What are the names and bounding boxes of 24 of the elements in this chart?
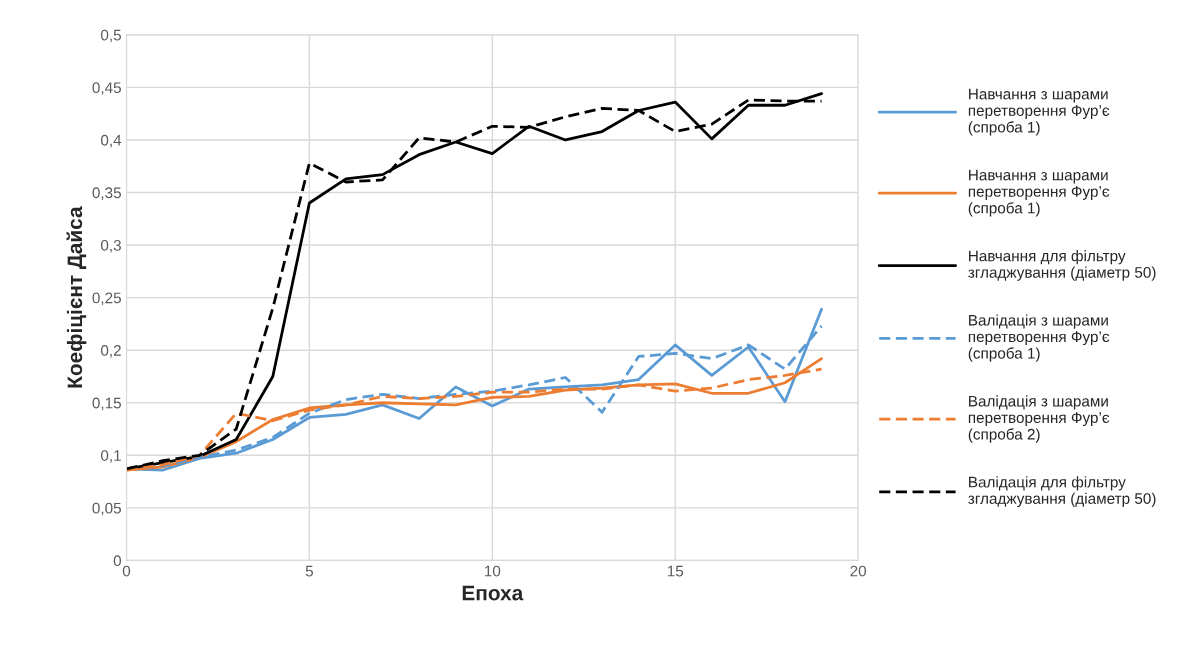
y-tick-label: 0,4 bbox=[100, 134, 122, 148]
x-tick-label: 10 bbox=[484, 565, 501, 577]
legend-label: Валідація з шарами перетворення Фур’є (спроба 2) bbox=[968, 395, 1110, 443]
legend-label: Навчання з шарами перетворення Фур’є (спроба 1) bbox=[968, 88, 1110, 136]
legend-label: Валідація для фільтру згладжування (діаметр 50) bbox=[968, 476, 1156, 507]
y-tick-label: 0,05 bbox=[92, 502, 121, 516]
y-tick-label: 0,25 bbox=[92, 292, 121, 306]
y-axis-title: Коефіцієнт Дайса bbox=[66, 206, 87, 388]
x-tick-label: 0 bbox=[122, 565, 131, 577]
y-tick-label: 0,45 bbox=[92, 82, 121, 95]
x-tick-label: 15 bbox=[667, 565, 684, 577]
y-tick-label: 0,15 bbox=[92, 397, 121, 411]
y-tick-label: 0,35 bbox=[92, 187, 121, 200]
y-tick-label: 0,3 bbox=[100, 239, 121, 253]
x-tick-label: 5 bbox=[305, 565, 313, 577]
y-tick-label: 0,5 bbox=[100, 29, 121, 43]
y-tick-label: 0,1 bbox=[100, 450, 121, 463]
legend-label: Навчання з шарами перетворення Фур’є (спроба 1) bbox=[968, 169, 1110, 217]
legend-label: Валідація з шарами перетворення Фур’є (спроба 1) bbox=[968, 314, 1110, 362]
x-tick-label: 20 bbox=[850, 565, 867, 577]
legend-label: Навчання для фільтру згладжування (діаметр 50) bbox=[968, 250, 1156, 281]
x-axis-title: Епоха bbox=[462, 585, 524, 601]
y-tick-label: 0 bbox=[113, 555, 122, 567]
y-tick-label: 0,2 bbox=[100, 345, 121, 358]
